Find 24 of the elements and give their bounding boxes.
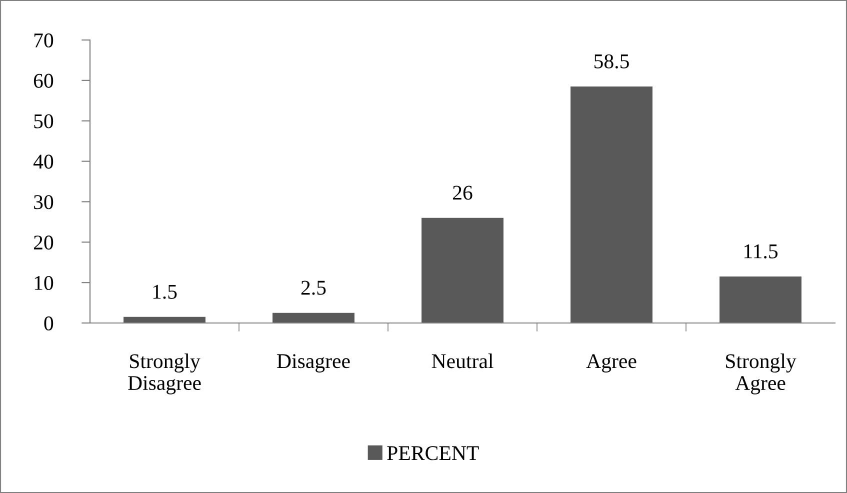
data-label: 26 xyxy=(453,186,472,200)
x-tick-label: Agree xyxy=(586,354,636,372)
x-tick-label: Disagree xyxy=(277,354,350,372)
data-label: 1.5 xyxy=(153,284,177,299)
x-tick-label: Neutral xyxy=(432,354,494,368)
bar xyxy=(272,312,354,323)
y-tick-label: 60 xyxy=(34,74,54,88)
y-tick-label: 50 xyxy=(34,114,54,128)
data-label: 11.5 xyxy=(744,244,778,258)
bar xyxy=(570,86,652,323)
y-tick-label: 10 xyxy=(34,276,54,290)
y-tick-label: 0 xyxy=(44,316,54,330)
x-tick-label: Strongly Agree xyxy=(726,354,796,394)
x-tick-label: Strongly Disagree xyxy=(128,354,201,394)
y-tick-label: 70 xyxy=(34,33,54,48)
y-tick-label: 20 xyxy=(34,236,54,250)
y-tick-label: 30 xyxy=(34,195,54,210)
data-label: 2.5 xyxy=(301,280,326,295)
legend-label: PERCENT xyxy=(387,446,479,460)
data-label: 58.5 xyxy=(594,54,629,68)
bar xyxy=(124,316,206,323)
bar xyxy=(422,218,504,323)
bar xyxy=(720,276,802,323)
y-tick-label: 40 xyxy=(33,154,54,169)
